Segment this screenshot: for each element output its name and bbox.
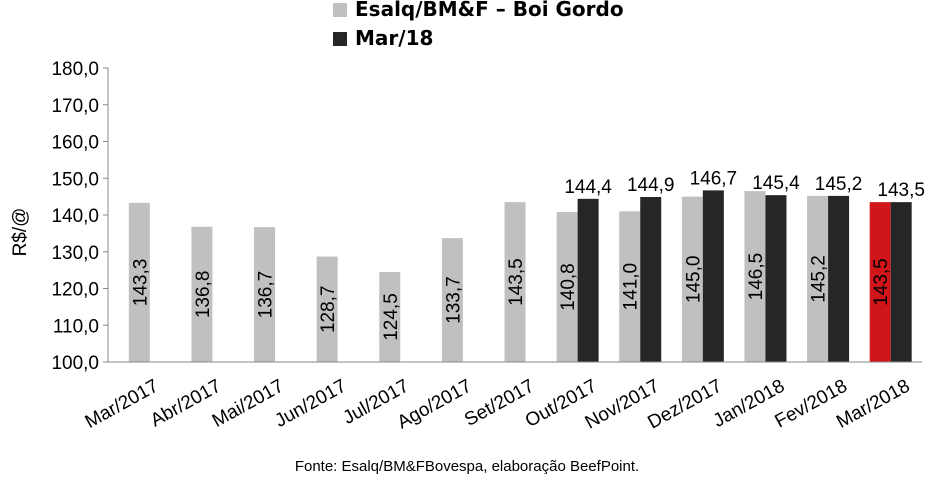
bar-value-label: 133,7 <box>443 276 464 324</box>
bar-esalq <box>869 202 891 362</box>
bar-value-label: 143,5 <box>871 258 892 306</box>
bar-value-label: 136,8 <box>193 271 214 319</box>
bar-esalq <box>744 191 766 362</box>
bar-value-label: 144,4 <box>564 177 612 198</box>
y-tick-label: 170,0 <box>51 96 99 117</box>
y-tick-label: 160,0 <box>51 133 99 154</box>
bar-esalq <box>254 227 276 362</box>
bar-value-label: 140,8 <box>558 263 579 311</box>
y-tick-label: 150,0 <box>51 169 99 190</box>
chart-legend: Esalq/BM&F – Boi Gordo Mar/18 <box>333 0 624 50</box>
y-tick-label: 120,0 <box>51 280 99 301</box>
y-tick-label: 140,0 <box>51 206 99 227</box>
bar-mar18 <box>702 190 724 362</box>
legend-label: Mar/18 <box>355 26 433 50</box>
bar-value-label: 146,5 <box>746 253 767 301</box>
x-tick-label: Mai/2017 <box>209 376 288 432</box>
bar-value-label: 143,3 <box>130 259 151 307</box>
bar-esalq <box>681 196 703 362</box>
bar-value-label: 141,0 <box>621 263 642 311</box>
bar-value-label: 145,0 <box>683 256 704 304</box>
bar-mar18 <box>577 198 599 362</box>
bar-value-label: 136,7 <box>256 271 277 319</box>
y-axis-label: R$/@ <box>10 208 31 257</box>
legend-swatch <box>333 32 347 46</box>
bar-esalq <box>379 271 401 362</box>
bar-mar18 <box>828 195 850 362</box>
bar-value-label: 144,9 <box>627 175 675 196</box>
bar-mar18 <box>890 202 912 362</box>
bar-value-label: 128,7 <box>318 285 339 333</box>
bar-esalq <box>191 226 213 362</box>
y-tick-label: 130,0 <box>51 243 99 264</box>
bar-value-label: 143,5 <box>506 258 527 306</box>
y-tick-label: 180,0 <box>51 59 99 80</box>
y-tick-label: 100,0 <box>51 353 99 374</box>
bar-esalq <box>441 238 463 362</box>
bar-esalq <box>619 211 641 362</box>
y-axis: 100,0 110,0 120,0 130,0 140,0 150,0 160,0 170,0… <box>51 59 109 374</box>
bar-esalq <box>556 212 578 362</box>
bar-value-label: 146,7 <box>690 168 738 189</box>
x-tick-label: Mar/2017 <box>82 376 162 433</box>
bar-mar18 <box>765 195 787 362</box>
bars: 143,3 136,8 136,7 128,7 124,5 133,7 143,5 140,8… <box>128 168 925 362</box>
bar-value-label: 145,2 <box>809 255 830 303</box>
bar-esalq <box>807 195 829 362</box>
bar-esalq <box>128 202 150 362</box>
legend-label: Esalq/BM&F – Boi Gordo <box>355 0 624 21</box>
bar-esalq <box>316 256 338 362</box>
bar-value-label: 145,2 <box>815 174 863 195</box>
bar-mar18 <box>640 196 662 362</box>
x-axis: Mar/2017Abr/2017Mai/2017Jun/2017Jul/2017… <box>82 361 922 433</box>
source-note: Fonte: Esalq/BM&FBovespa, elaboração Bee… <box>294 458 640 475</box>
legend-swatch <box>333 3 347 17</box>
bar-value-label: 145,4 <box>752 173 800 194</box>
bar-value-label: 143,5 <box>877 180 925 201</box>
y-tick-label: 110,0 <box>53 316 99 337</box>
bar-esalq <box>504 202 526 362</box>
bar-value-label: 124,5 <box>381 293 402 341</box>
x-tick-label: Jun/2017 <box>271 376 350 432</box>
